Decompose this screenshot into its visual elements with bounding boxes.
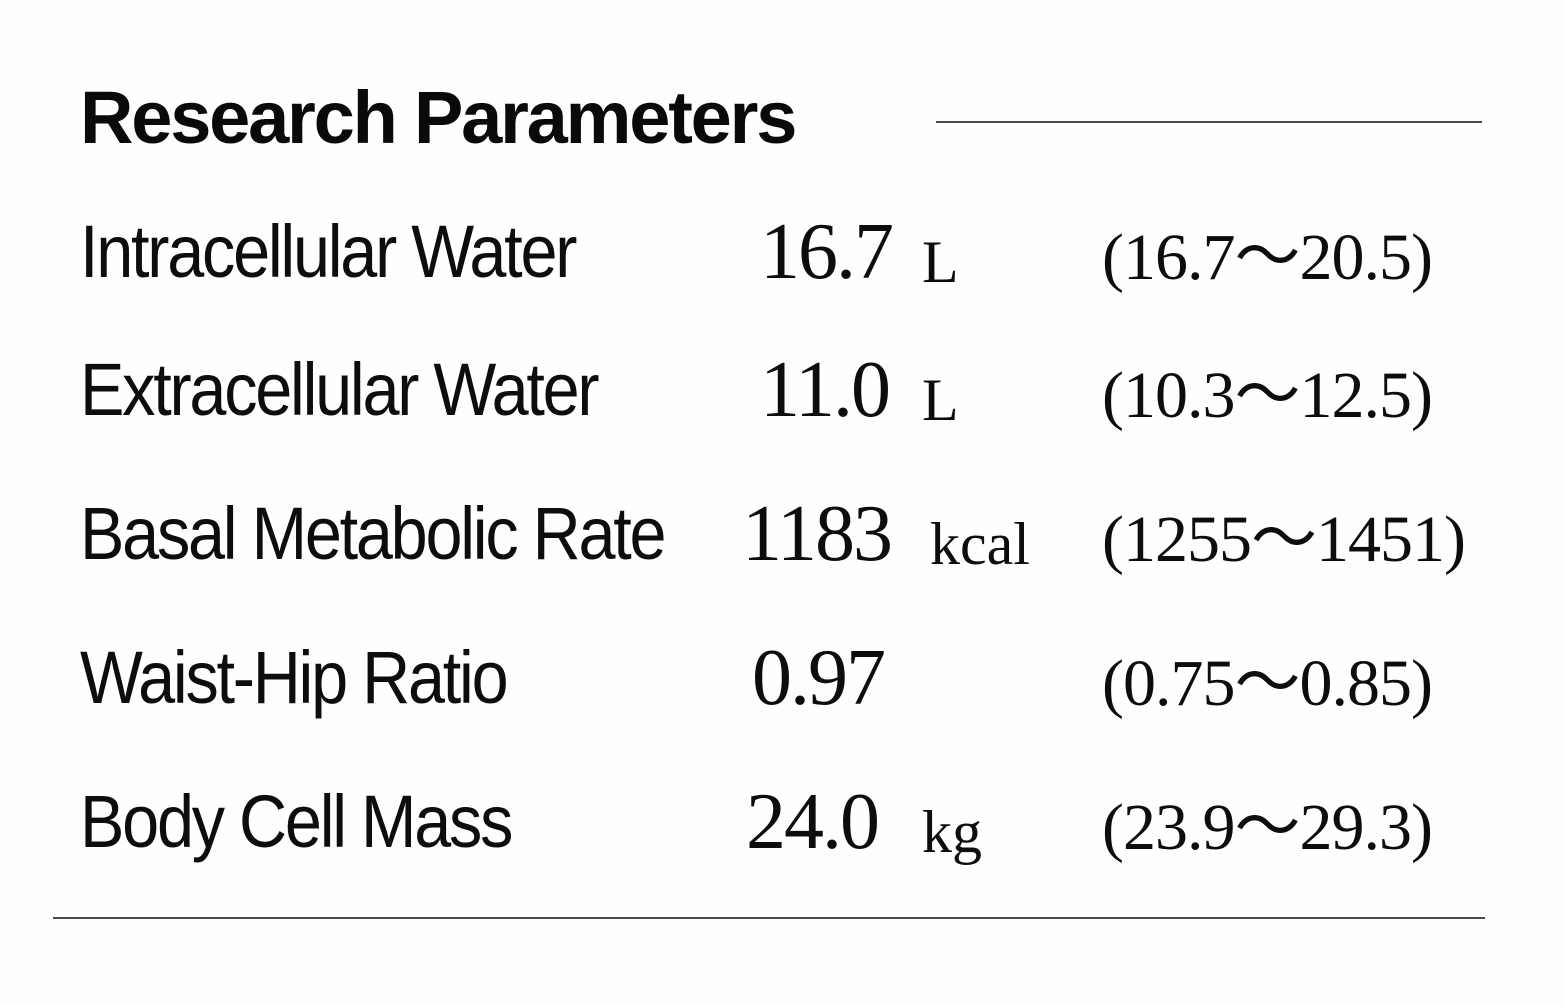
parameter-label: Extracellular Water [80, 348, 600, 431]
bottom-divider [53, 917, 1485, 919]
parameter-value: 1183 [742, 490, 893, 578]
parameter-value: 0.97 [752, 634, 886, 722]
parameter-reference-range: (1255～1451) [1102, 503, 1466, 576]
parameter-unit: kcal [930, 511, 1030, 577]
parameter-row-basal-metabolic-rate: Basal Metabolic Rate 1183 kcal (1255～145… [0, 478, 1563, 588]
parameter-reference-range: (0.75～0.85) [1102, 647, 1433, 720]
parameter-reference-range: (10.3～12.5) [1102, 359, 1433, 432]
parameter-row-waist-hip-ratio: Waist-Hip Ratio 0.97 (0.75～0.85) [0, 622, 1563, 732]
section-title: Research Parameters [80, 76, 797, 159]
parameter-row-body-cell-mass: Body Cell Mass 24.0 kg (23.9～29.3) [0, 766, 1563, 876]
parameter-label: Basal Metabolic Rate [80, 492, 667, 575]
section-header: Research Parameters [80, 62, 1482, 182]
parameter-reference-range: (23.9～29.3) [1102, 791, 1433, 864]
parameter-label: Waist-Hip Ratio [80, 636, 509, 719]
parameter-unit: L [922, 367, 959, 433]
parameter-value: 24.0 [746, 778, 880, 866]
parameter-label: Body Cell Mass [80, 780, 513, 863]
parameter-unit: L [922, 229, 959, 295]
parameter-value: 11.0 [760, 346, 891, 434]
parameter-reference-range: (16.7～20.5) [1102, 221, 1433, 294]
parameter-row-extracellular-water: Extracellular Water 11.0 L (10.3～12.5) [0, 334, 1563, 444]
parameter-unit: kg [922, 799, 982, 865]
parameter-label: Intracellular Water [80, 210, 577, 293]
title-divider [936, 121, 1482, 123]
parameter-row-intracellular-water: Intracellular Water 16.7 L (16.7～20.5) [0, 196, 1563, 306]
parameter-value: 16.7 [760, 208, 894, 296]
